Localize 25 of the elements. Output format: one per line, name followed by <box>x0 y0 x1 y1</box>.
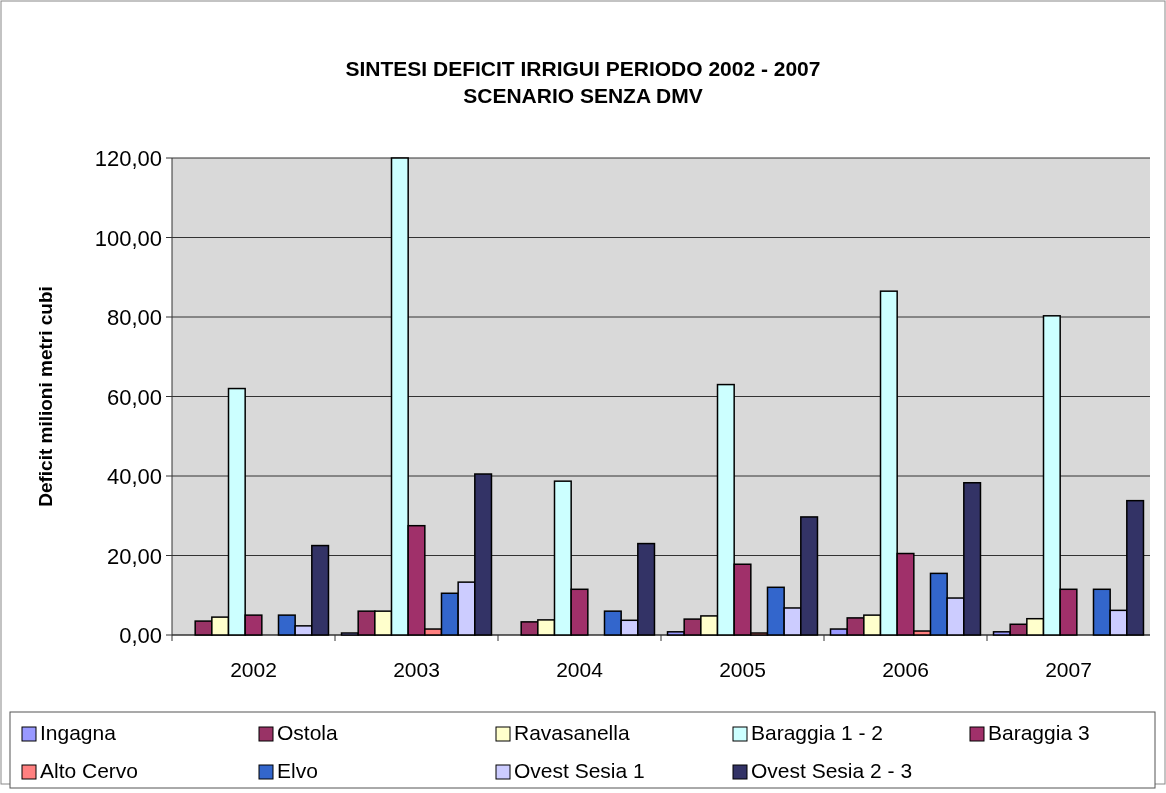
x-tick-label: 2005 <box>719 658 766 681</box>
y-tick-label: 60,00 <box>106 384 162 410</box>
legend-label: Ovest Sesia 2 - 3 <box>751 759 913 782</box>
y-axis-title: Deficit milioni metri cubi <box>35 286 56 507</box>
legend-label: Ravasanella <box>514 721 630 744</box>
y-tick-label: 40,00 <box>106 464 162 489</box>
y-tick-label: 0,00 <box>119 623 162 648</box>
x-tick-label: 2004 <box>556 658 604 681</box>
chart-title: SINTESI DEFICIT IRRIGUI PERIODO 2002 - 2007 <box>345 57 821 80</box>
legend-label: Baraggia 3 <box>988 721 1090 744</box>
chart-subtitle: SCENARIO SENZA DMV <box>463 84 703 107</box>
x-tick-label: 2006 <box>882 658 929 681</box>
x-tick-label: 2002 <box>230 658 277 681</box>
legend-label: Ingagna <box>40 721 117 744</box>
x-tick-label: 2003 <box>393 658 440 681</box>
y-tick-label: 120,00 <box>94 146 162 171</box>
legend-label: Ovest Sesia 1 <box>514 759 645 782</box>
legend-label: Ostola <box>277 721 339 744</box>
x-tick-label: 2007 <box>1045 658 1092 681</box>
y-tick-label: 20,00 <box>106 543 162 569</box>
legend-label: Baraggia 1 - 2 <box>751 721 883 744</box>
legend-label: Elvo <box>277 759 318 782</box>
y-tick-label: 80,00 <box>106 305 162 330</box>
legend-label: Alto Cervo <box>40 759 139 782</box>
y-tick-label: 100,00 <box>94 225 162 251</box>
